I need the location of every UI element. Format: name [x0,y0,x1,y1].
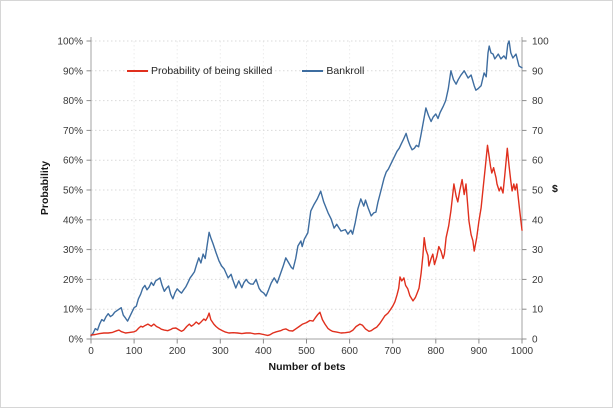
x-tick-label: 600 [341,346,358,357]
y-left-tick-label: 60% [63,156,83,167]
y-left-tick-label: 100% [57,37,83,48]
x-tick-label: 900 [471,346,488,357]
y-left-tick-label: 40% [63,215,83,226]
y-right-tick-label: 70 [532,126,544,137]
y-left-tick-label: 20% [63,275,83,286]
x-tick-label: 400 [255,346,272,357]
y-right-tick-label: 90 [532,66,544,77]
chart-legend: Probability of being skilled Bankroll [127,65,364,77]
legend-label-skilled: Probability of being skilled [151,65,273,77]
series-skilled-line [90,144,523,337]
legend-line-sample-red [127,70,148,72]
x-axis-title: Number of bets [268,361,346,373]
y-axis-title-left: Probability [39,160,51,216]
x-tick-label: 700 [384,346,401,357]
x-tick-label: 1000 [511,346,534,357]
y-axis-tick-labels-left: 0% 10% 20% 30% 40% 50% 60% 70% 80% 90% 100% [57,37,83,346]
y-right-tick-label: 80 [532,96,544,107]
y-left-tick-label: 50% [63,186,83,197]
x-tick-label: 100 [126,346,143,357]
y-left-tick-label: 70% [63,126,83,137]
legend-item-bankroll: Bankroll [302,65,364,77]
x-tick-label: 500 [298,346,315,357]
legend-line-sample-blue [302,70,324,72]
legend-item-skilled: Probability of being skilled [127,65,272,77]
y-right-tick-label: 20 [532,275,544,286]
y-right-tick-label: 40 [532,215,544,226]
x-tick-label: 0 [88,346,94,357]
legend-label-bankroll: Bankroll [326,65,365,77]
y-right-tick-label: 0 [532,335,538,346]
x-tick-label: 300 [212,346,229,357]
x-tick-label: 800 [427,346,444,357]
y-axis-title-right: $ [552,183,558,195]
y-right-tick-label: 30 [532,245,544,256]
y-right-tick-label: 50 [532,186,544,197]
y-right-tick-label: 60 [532,156,544,167]
y-left-tick-label: 80% [63,96,83,107]
y-right-tick-label: 10 [532,305,544,316]
tick-marks [86,40,527,344]
y-left-tick-label: 10% [63,305,83,316]
y-left-tick-label: 30% [63,245,83,256]
y-left-tick-label: 0% [69,335,84,346]
y-left-tick-label: 90% [63,66,83,77]
y-right-tick-label: 100 [532,37,549,48]
x-axis-tick-labels: 0 100 200 300 400 500 600 700 800 900 1000 [88,346,533,357]
x-tick-label: 200 [169,346,186,357]
y-axis-tick-labels-right: 0 10 20 30 40 50 60 70 80 90 100 [532,37,549,346]
series-bankroll-line [90,40,523,337]
